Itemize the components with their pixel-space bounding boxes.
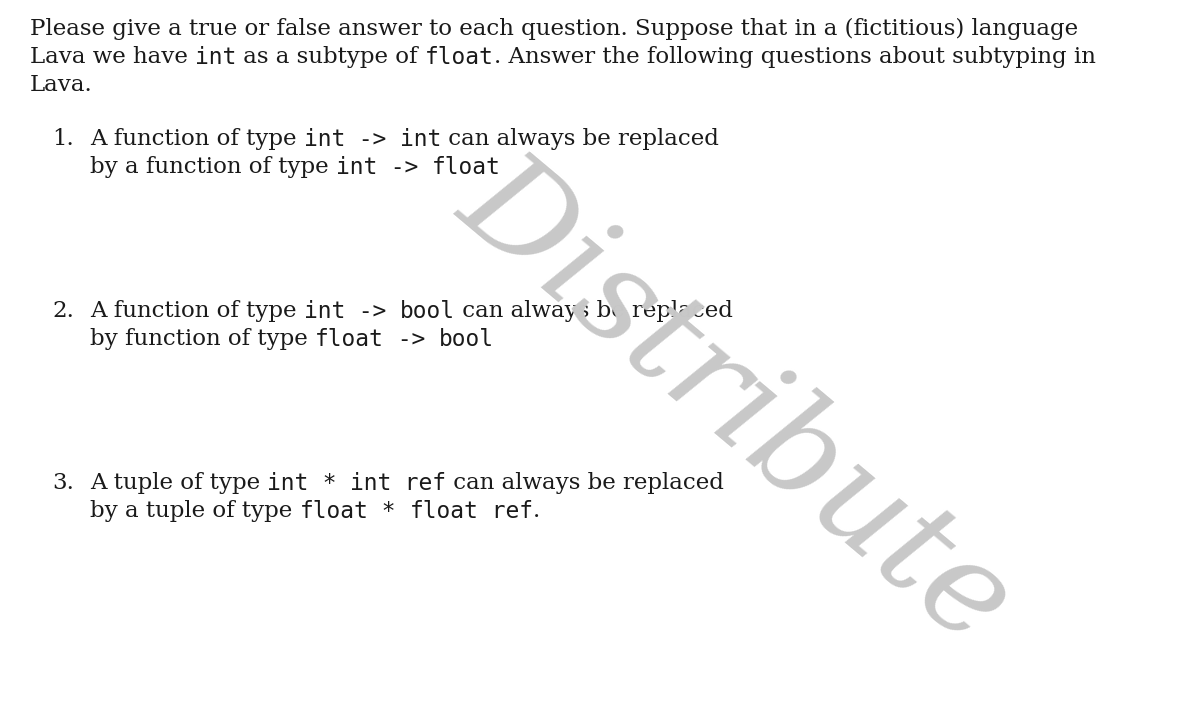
Text: bool: bool [400, 300, 455, 323]
Text: . Answer the following questions about subtyping in: . Answer the following questions about s… [494, 46, 1096, 68]
Text: int: int [400, 128, 442, 151]
Text: *: * [308, 472, 350, 495]
Text: Lava.: Lava. [30, 74, 92, 96]
Text: float: float [300, 500, 368, 523]
Text: int: int [336, 156, 377, 179]
Text: Lava we have: Lava we have [30, 46, 196, 68]
Text: *: * [368, 500, 409, 523]
Text: 2.: 2. [52, 300, 74, 322]
Text: can always be replaced: can always be replaced [446, 472, 724, 494]
Text: Please give a true or false answer to each question. Suppose that in a (fictitio: Please give a true or false answer to ea… [30, 18, 1078, 40]
Text: can always be replaced: can always be replaced [455, 300, 733, 322]
Text: float: float [409, 500, 479, 523]
Text: .: . [533, 500, 540, 522]
Text: Distribute: Distribute [436, 137, 1036, 669]
Text: ->: -> [377, 156, 432, 179]
Text: ->: -> [384, 328, 439, 351]
Text: float: float [432, 156, 500, 179]
Text: float: float [425, 46, 494, 69]
Text: ref: ref [479, 500, 533, 523]
Text: by a function of type: by a function of type [90, 156, 336, 178]
Text: ->: -> [346, 300, 400, 323]
Text: ->: -> [346, 128, 400, 151]
Text: bool: bool [439, 328, 493, 351]
Text: int: int [196, 46, 236, 69]
Text: by a tuple of type: by a tuple of type [90, 500, 300, 522]
Text: int: int [304, 128, 346, 151]
Text: 1.: 1. [52, 128, 73, 150]
Text: A function of type: A function of type [90, 300, 304, 322]
Text: 3.: 3. [52, 472, 74, 494]
Text: float: float [314, 328, 384, 351]
Text: int: int [268, 472, 308, 495]
Text: by function of type: by function of type [90, 328, 314, 350]
Text: A tuple of type: A tuple of type [90, 472, 268, 494]
Text: int: int [304, 300, 346, 323]
Text: can always be replaced: can always be replaced [442, 128, 719, 150]
Text: ref: ref [391, 472, 446, 495]
Text: int: int [350, 472, 391, 495]
Text: as a subtype of: as a subtype of [236, 46, 425, 68]
Text: A function of type: A function of type [90, 128, 304, 150]
